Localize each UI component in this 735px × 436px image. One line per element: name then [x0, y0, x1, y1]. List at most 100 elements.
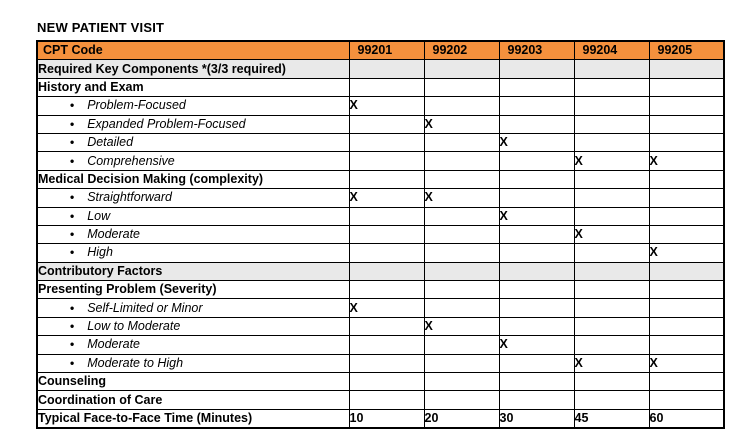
mark-cell-99204 [573, 261, 650, 282]
mark-cell-99205 [648, 77, 725, 98]
bullet-icon: • [70, 245, 75, 260]
mark-cell-99204: X [573, 353, 650, 374]
mark-cell-99201: 10 [348, 408, 425, 429]
mark-cell-99205 [648, 224, 725, 245]
mark-cell-99205 [648, 206, 725, 226]
row-label: Straightforward [87, 190, 172, 205]
mark-cell-99203 [498, 316, 575, 337]
row-label-cell: • Low [36, 206, 350, 226]
mark-cell-99203 [498, 114, 575, 134]
table-row: • Moderate X [36, 335, 725, 355]
table-row: •Typical Face-to-Face Time (Minutes) 10 … [36, 408, 725, 429]
mark-cell-99205 [648, 298, 725, 318]
mark-cell-99205 [648, 335, 725, 355]
bullet-icon: • [70, 300, 75, 315]
row-label-cell: • Straightforward [36, 188, 350, 208]
row-label: Moderate [87, 337, 141, 352]
mark-cell-99201 [348, 335, 425, 355]
mark-cell-99202 [423, 353, 500, 374]
mark-cell-99203 [498, 353, 575, 374]
mark-cell-99204 [573, 132, 650, 153]
row-label: Required Key Components *(3/3 required) [38, 61, 286, 76]
mark-cell-99205 [648, 316, 725, 337]
mark-cell-99203 [498, 372, 575, 392]
table-body: •Required Key Components *(3/3 required)… [36, 59, 725, 429]
row-label-cell: • Low to Moderate [36, 316, 350, 337]
mark-cell-99202 [423, 261, 500, 282]
row-label-cell: •Coordination of Care [36, 390, 350, 410]
mark-cell-99205: X [648, 353, 725, 374]
bullet-icon: • [70, 98, 75, 113]
mark-cell-99205: 60 [648, 408, 725, 429]
mark-cell-99204 [573, 372, 650, 392]
mark-cell-99203 [498, 298, 575, 318]
row-label-cell: • Moderate to High [36, 353, 350, 374]
mark-cell-99202 [423, 335, 500, 355]
mark-cell-99203 [498, 261, 575, 282]
mark-cell-99205 [648, 169, 725, 190]
mark-cell-99204 [573, 206, 650, 226]
mark-cell-99204: X [573, 224, 650, 245]
bullet-icon: • [70, 337, 75, 352]
row-label-cell: •Typical Face-to-Face Time (Minutes) [36, 408, 350, 429]
table-row: • Detailed X [36, 132, 725, 153]
table-row: • Problem-Focused X [36, 96, 725, 116]
row-label-cell: • High [36, 243, 350, 263]
row-label: Contributory Factors [38, 263, 163, 278]
table-row: • Comprehensive X X [36, 151, 725, 171]
mark-cell-99203 [498, 280, 575, 300]
mark-cell-99205 [648, 59, 725, 79]
mark-cell-99202: 20 [423, 408, 500, 429]
mark-cell-99204 [573, 114, 650, 134]
mark-cell-99201 [348, 261, 425, 282]
mark-cell-99201 [348, 224, 425, 245]
table-row: • Low X [36, 206, 725, 226]
mark-cell-99202 [423, 169, 500, 190]
table-row: • Self-Limited or Minor X [36, 298, 725, 318]
row-label-cell: •Medical Decision Making (complexity) [36, 169, 350, 190]
mark-cell-99205 [648, 390, 725, 410]
header-cpt-code-cell: CPT Code [36, 40, 350, 61]
mark-cell-99201 [348, 77, 425, 98]
row-label-cell: •Required Key Components *(3/3 required) [36, 59, 350, 79]
row-label: History and Exam [38, 79, 144, 94]
bullet-icon: • [70, 135, 75, 150]
mark-cell-99201 [348, 59, 425, 79]
header-code-99201: 99201 [348, 40, 425, 61]
row-label: High [87, 245, 113, 260]
row-label: Counseling [38, 374, 107, 389]
mark-cell-99202: X [423, 316, 500, 337]
mark-cell-99201 [348, 132, 425, 153]
header-code-99204: 99204 [573, 40, 650, 61]
row-label: Expanded Problem-Focused [87, 116, 246, 131]
mark-cell-99202: X [423, 188, 500, 208]
mark-cell-99201 [348, 353, 425, 374]
mark-cell-99204 [573, 243, 650, 263]
table-row: •Medical Decision Making (complexity) [36, 169, 725, 190]
mark-cell-99202 [423, 390, 500, 410]
mark-cell-99201 [348, 372, 425, 392]
mark-cell-99205 [648, 188, 725, 208]
row-label: Detailed [87, 135, 134, 150]
mark-cell-99203 [498, 77, 575, 98]
mark-cell-99203 [498, 243, 575, 263]
mark-cell-99201 [348, 151, 425, 171]
mark-cell-99203 [498, 151, 575, 171]
mark-cell-99203 [498, 96, 575, 116]
mark-cell-99202 [423, 243, 500, 263]
table-row: •Coordination of Care [36, 390, 725, 410]
mark-cell-99203: X [498, 335, 575, 355]
bullet-icon: • [70, 116, 75, 131]
table-row: •Counseling [36, 372, 725, 392]
row-label-cell: •Presenting Problem (Severity) [36, 280, 350, 300]
mark-cell-99202 [423, 206, 500, 226]
row-label: Presenting Problem (Severity) [38, 282, 217, 297]
mark-cell-99201 [348, 206, 425, 226]
mark-cell-99201 [348, 280, 425, 300]
mark-cell-99204 [573, 280, 650, 300]
mark-cell-99204 [573, 59, 650, 79]
cpt-code-table: CPT Code 99201 99202 99203 99204 99205 •… [36, 40, 725, 430]
row-label: Moderate to High [87, 355, 184, 370]
mark-cell-99204 [573, 188, 650, 208]
bullet-icon: • [70, 227, 75, 242]
